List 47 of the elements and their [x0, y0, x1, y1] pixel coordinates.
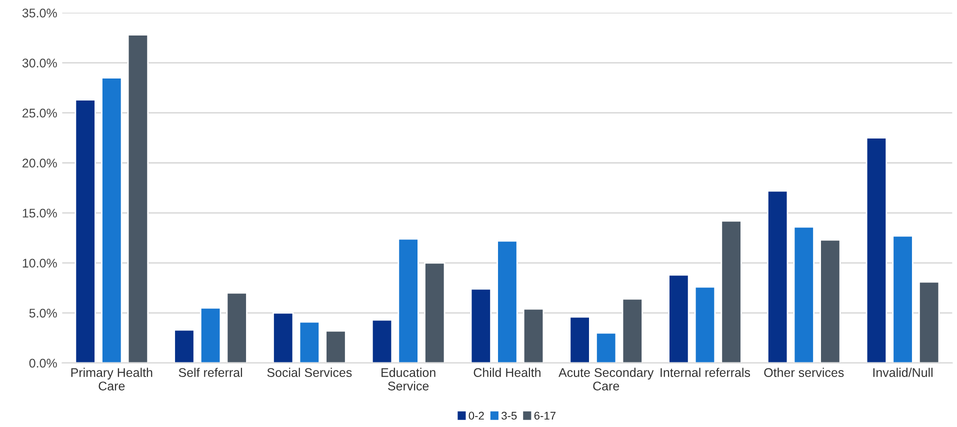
- bar: [892, 235, 914, 363]
- y-tick-label: 20.0%: [22, 158, 57, 168]
- bar: [424, 262, 446, 363]
- bar: [398, 238, 419, 363]
- y-tick-label: 10.0%: [22, 258, 57, 268]
- x-tick-label: Other services: [764, 368, 844, 377]
- bar: [622, 298, 643, 363]
- legend-label: 6-17: [534, 412, 556, 420]
- bar: [766, 190, 788, 363]
- x-tick-label: Child Health: [474, 368, 540, 377]
- bar: [596, 332, 617, 363]
- y-tick-label: 5.0%: [29, 308, 57, 318]
- y-tick-label: 0.0%: [29, 358, 57, 368]
- y-tick-label: 15.0%: [22, 208, 57, 218]
- x-tick-label: Primary Health Care: [71, 368, 152, 390]
- bar: [918, 281, 940, 363]
- bar: [101, 77, 122, 363]
- x-tick-label: Education Service: [382, 368, 436, 390]
- bar: [371, 319, 393, 363]
- bar: [569, 316, 590, 363]
- bar: [74, 99, 96, 363]
- bar: [127, 34, 149, 363]
- bar: [668, 274, 690, 363]
- legend-label: 3-5: [502, 412, 517, 420]
- bar: [226, 292, 248, 363]
- bar: [174, 329, 195, 363]
- bar: [820, 239, 841, 363]
- legend-label: 0-2: [468, 412, 484, 420]
- bar: [720, 220, 742, 363]
- bar: [298, 321, 320, 363]
- bar: [866, 137, 888, 363]
- bar: [325, 330, 346, 363]
- bar: [793, 226, 814, 363]
- bar: [470, 288, 492, 363]
- bar: [272, 312, 294, 363]
- x-tick-label: Internal referrals: [660, 368, 750, 377]
- bar: [496, 240, 518, 363]
- y-tick-label: 25.0%: [22, 108, 57, 118]
- x-tick-label: Social Services: [267, 368, 352, 377]
- bar: [694, 286, 716, 363]
- x-tick-label: Self referral: [178, 368, 242, 377]
- x-tick-label: Invalid/Null: [873, 368, 933, 377]
- x-tick-label: Acute Secondary Care: [558, 368, 654, 390]
- bar: [200, 307, 222, 363]
- y-tick-label: 35.0%: [22, 8, 57, 18]
- bar: [522, 308, 544, 363]
- y-tick-label: 30.0%: [22, 58, 57, 68]
